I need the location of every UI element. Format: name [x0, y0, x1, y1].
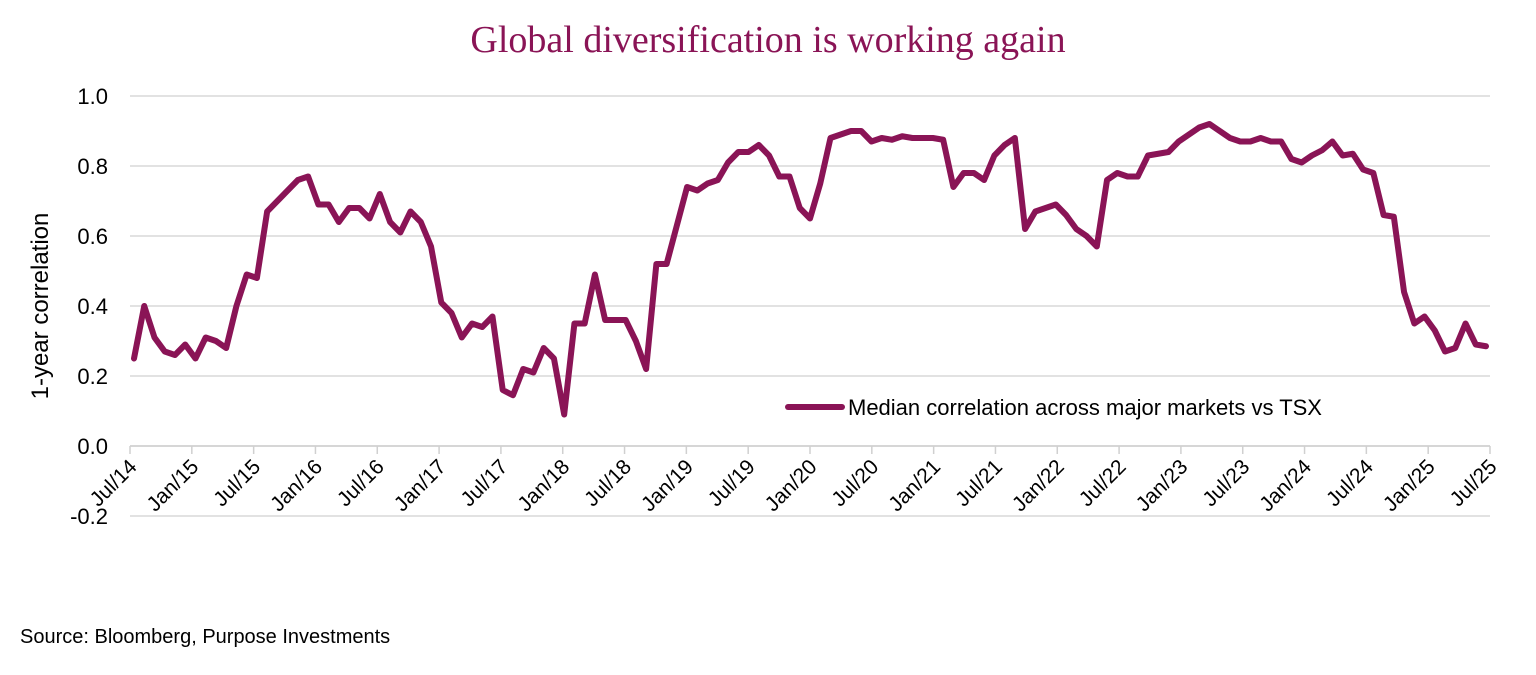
y-tick-label: -0.2: [70, 504, 108, 529]
series-line: [131, 121, 1489, 418]
y-tick-label: 0.4: [77, 294, 108, 319]
x-tick-label: Jan/20: [761, 455, 822, 516]
x-tick-label: Jan/24: [1255, 455, 1316, 516]
x-tick-label: Jul/20: [827, 455, 883, 511]
x-tick-label: Jul/17: [457, 455, 513, 511]
x-tick-label: Jul/22: [1075, 455, 1131, 511]
source-note: Source: Bloomberg, Purpose Investments: [20, 626, 391, 648]
y-tick-label: 0.0: [77, 434, 108, 459]
x-axis-ticks: Jul/14 Jan/15 Jul/15 Jan/16 Jul/16 Jan/17 Jul/…: [86, 446, 1502, 516]
x-tick-label: Jul/24: [1322, 455, 1378, 511]
x-tick-label: Jan/19: [637, 455, 698, 516]
x-tick-label: Jul/14: [86, 455, 142, 511]
x-tick-label: Jan/18: [513, 455, 574, 516]
y-tick-label: 1.0: [77, 84, 108, 109]
x-tick-label: Jul/21: [951, 455, 1007, 511]
x-tick-label: Jan/22: [1008, 455, 1069, 516]
x-tick-label: Jan/17: [390, 455, 451, 516]
legend-label: Median correlation across major markets …: [848, 395, 1322, 420]
x-tick-label: Jan/25: [1379, 455, 1440, 516]
y-axis-ticks: 1.0 0.8 0.6 0.4 0.2 0.0 -0.2: [70, 84, 108, 529]
x-tick-label: Jul/25: [1446, 455, 1502, 511]
x-tick-label: Jul/19: [704, 455, 760, 511]
x-tick-label: Jan/21: [884, 455, 945, 516]
chart-title: Global diversification is working again: [470, 19, 1066, 61]
legend: Median correlation across major markets …: [785, 395, 1322, 420]
x-tick-label: Jan/16: [266, 455, 327, 516]
y-tick-label: 0.6: [77, 224, 108, 249]
y-axis-label: 1-year correlation: [27, 213, 54, 400]
x-tick-label: Jan/23: [1132, 455, 1193, 516]
x-tick-label: Jul/23: [1198, 455, 1254, 511]
y-tick-label: 0.8: [77, 154, 108, 179]
series-median-correlation: [131, 121, 1489, 418]
x-tick-label: Jan/15: [142, 455, 203, 516]
x-tick-label: Jul/16: [333, 455, 389, 511]
y-tick-label: 0.2: [77, 364, 108, 389]
x-tick-label: Jul/15: [209, 455, 265, 511]
x-tick-label: Jul/18: [580, 455, 636, 511]
